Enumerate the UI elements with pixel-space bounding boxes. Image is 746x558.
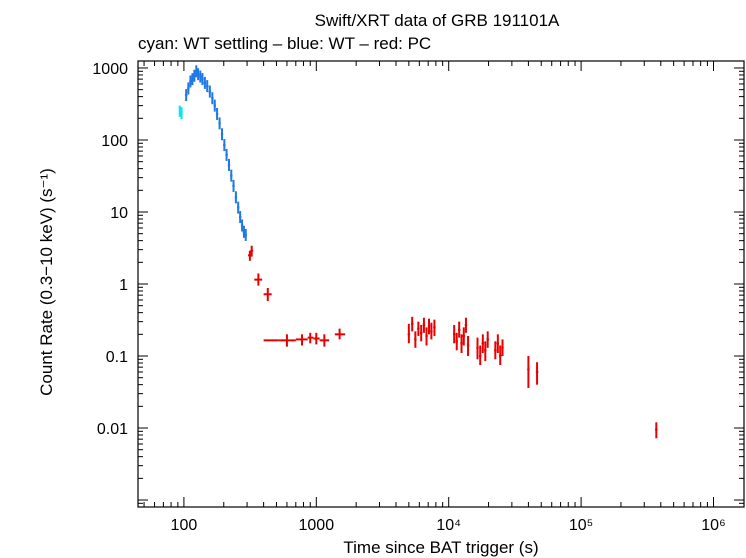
data-point-pc (313, 332, 320, 345)
data-point-pc (452, 324, 456, 344)
data-point-pc (527, 356, 530, 388)
data-point-pc (319, 334, 330, 347)
data-point-wt (238, 211, 242, 224)
data-point-wt (201, 73, 204, 86)
data-point-pc (457, 321, 461, 338)
data-point-wt (211, 92, 214, 105)
y-tick-label: 1000 (92, 61, 128, 78)
chart-title: Swift/XRT data of GRB 191101A (315, 11, 560, 30)
data-point-wt (240, 219, 244, 232)
x-tick-label: 10⁶ (701, 517, 725, 534)
data-point-wt (195, 65, 198, 78)
data-point-pc (307, 332, 314, 344)
data-point-pc (501, 339, 504, 357)
data-point-wt (213, 99, 216, 112)
data-point-wt (206, 80, 209, 93)
data-point-wt (187, 82, 190, 95)
data-point-pc (462, 327, 465, 346)
data-point-wt (199, 70, 202, 83)
x-axis-title: Time since BAT trigger (s) (343, 538, 538, 557)
data-point-pc (460, 334, 463, 354)
data-point-pc (410, 316, 414, 332)
data-point-pc (655, 422, 658, 439)
data-point-pc (414, 331, 417, 348)
data-point-pc (494, 341, 497, 360)
y-tick-label: 1 (119, 277, 128, 294)
data-point-pc (250, 245, 254, 257)
data-point-wt (220, 128, 224, 141)
y-tick-label: 0.01 (97, 421, 128, 438)
data-point-wt (184, 89, 188, 102)
data-point-pc (422, 317, 426, 333)
data-point-pc (499, 345, 502, 366)
data-point-wt (196, 68, 200, 81)
data-point-pc (427, 318, 431, 335)
data-point-pc (295, 334, 308, 346)
data-point-pc (407, 323, 411, 344)
data-point-pc (430, 322, 433, 340)
y-tick-label: 0.1 (106, 349, 128, 366)
data-point-wt (232, 179, 235, 192)
data-point-pc (254, 273, 263, 286)
data-point-pc (433, 319, 436, 336)
data-point-pc (420, 324, 423, 342)
axis-ticks: 100 1000 10⁴ 10⁵ 10⁶ 1000 100 10 1 0.1 0.01 (92, 61, 744, 534)
data-point-wt (218, 117, 221, 130)
data-point-wt-settling (180, 107, 183, 120)
data-point-wt (244, 228, 247, 241)
x-tick-label: 10⁴ (436, 517, 461, 534)
data-point-wt (208, 85, 212, 98)
data-point-wt (230, 169, 233, 182)
data-point-pc (455, 332, 458, 351)
data-point-wt (227, 158, 231, 171)
x-tick-label: 1000 (299, 517, 335, 534)
y-tick-label: 10 (110, 205, 128, 222)
data-point-wt (189, 75, 192, 88)
data-point-wt (215, 107, 219, 120)
data-point-wt-settling (178, 105, 181, 117)
data-point-wt (223, 139, 226, 152)
y-axis-title: Count Rate (0.3−10 keV) (s⁻¹) (37, 168, 56, 396)
data-point-wt (234, 191, 238, 204)
data-point-pc (484, 341, 487, 362)
data-point-pc (417, 321, 420, 336)
data-point-pc (479, 345, 482, 366)
data-point-pc (263, 287, 272, 302)
y-tick-label: 100 (101, 133, 128, 150)
data-point-pc (278, 334, 296, 347)
data-point-pc (334, 328, 346, 340)
data-point-wt (193, 69, 196, 82)
data-point-pc (476, 337, 479, 360)
chart-subtitle: cyan: WT settling – blue: WT – red: PC (138, 34, 431, 53)
x-tick-label: 100 (171, 517, 198, 534)
x-tick-label: 10⁵ (569, 517, 593, 534)
data-point-wt (203, 76, 207, 89)
data-point-pc (464, 317, 468, 333)
plot-frame (137, 60, 745, 508)
data-point-pc (481, 334, 485, 354)
data-marks (178, 65, 658, 439)
data-point-wt (191, 73, 194, 86)
data-point-pc (486, 331, 489, 348)
data-point-pc (466, 335, 470, 357)
data-point-wt (225, 148, 228, 161)
data-point-pc (535, 362, 539, 385)
data-point-pc (496, 334, 500, 354)
data-point-wt (236, 201, 240, 214)
data-point-pc (425, 327, 428, 346)
